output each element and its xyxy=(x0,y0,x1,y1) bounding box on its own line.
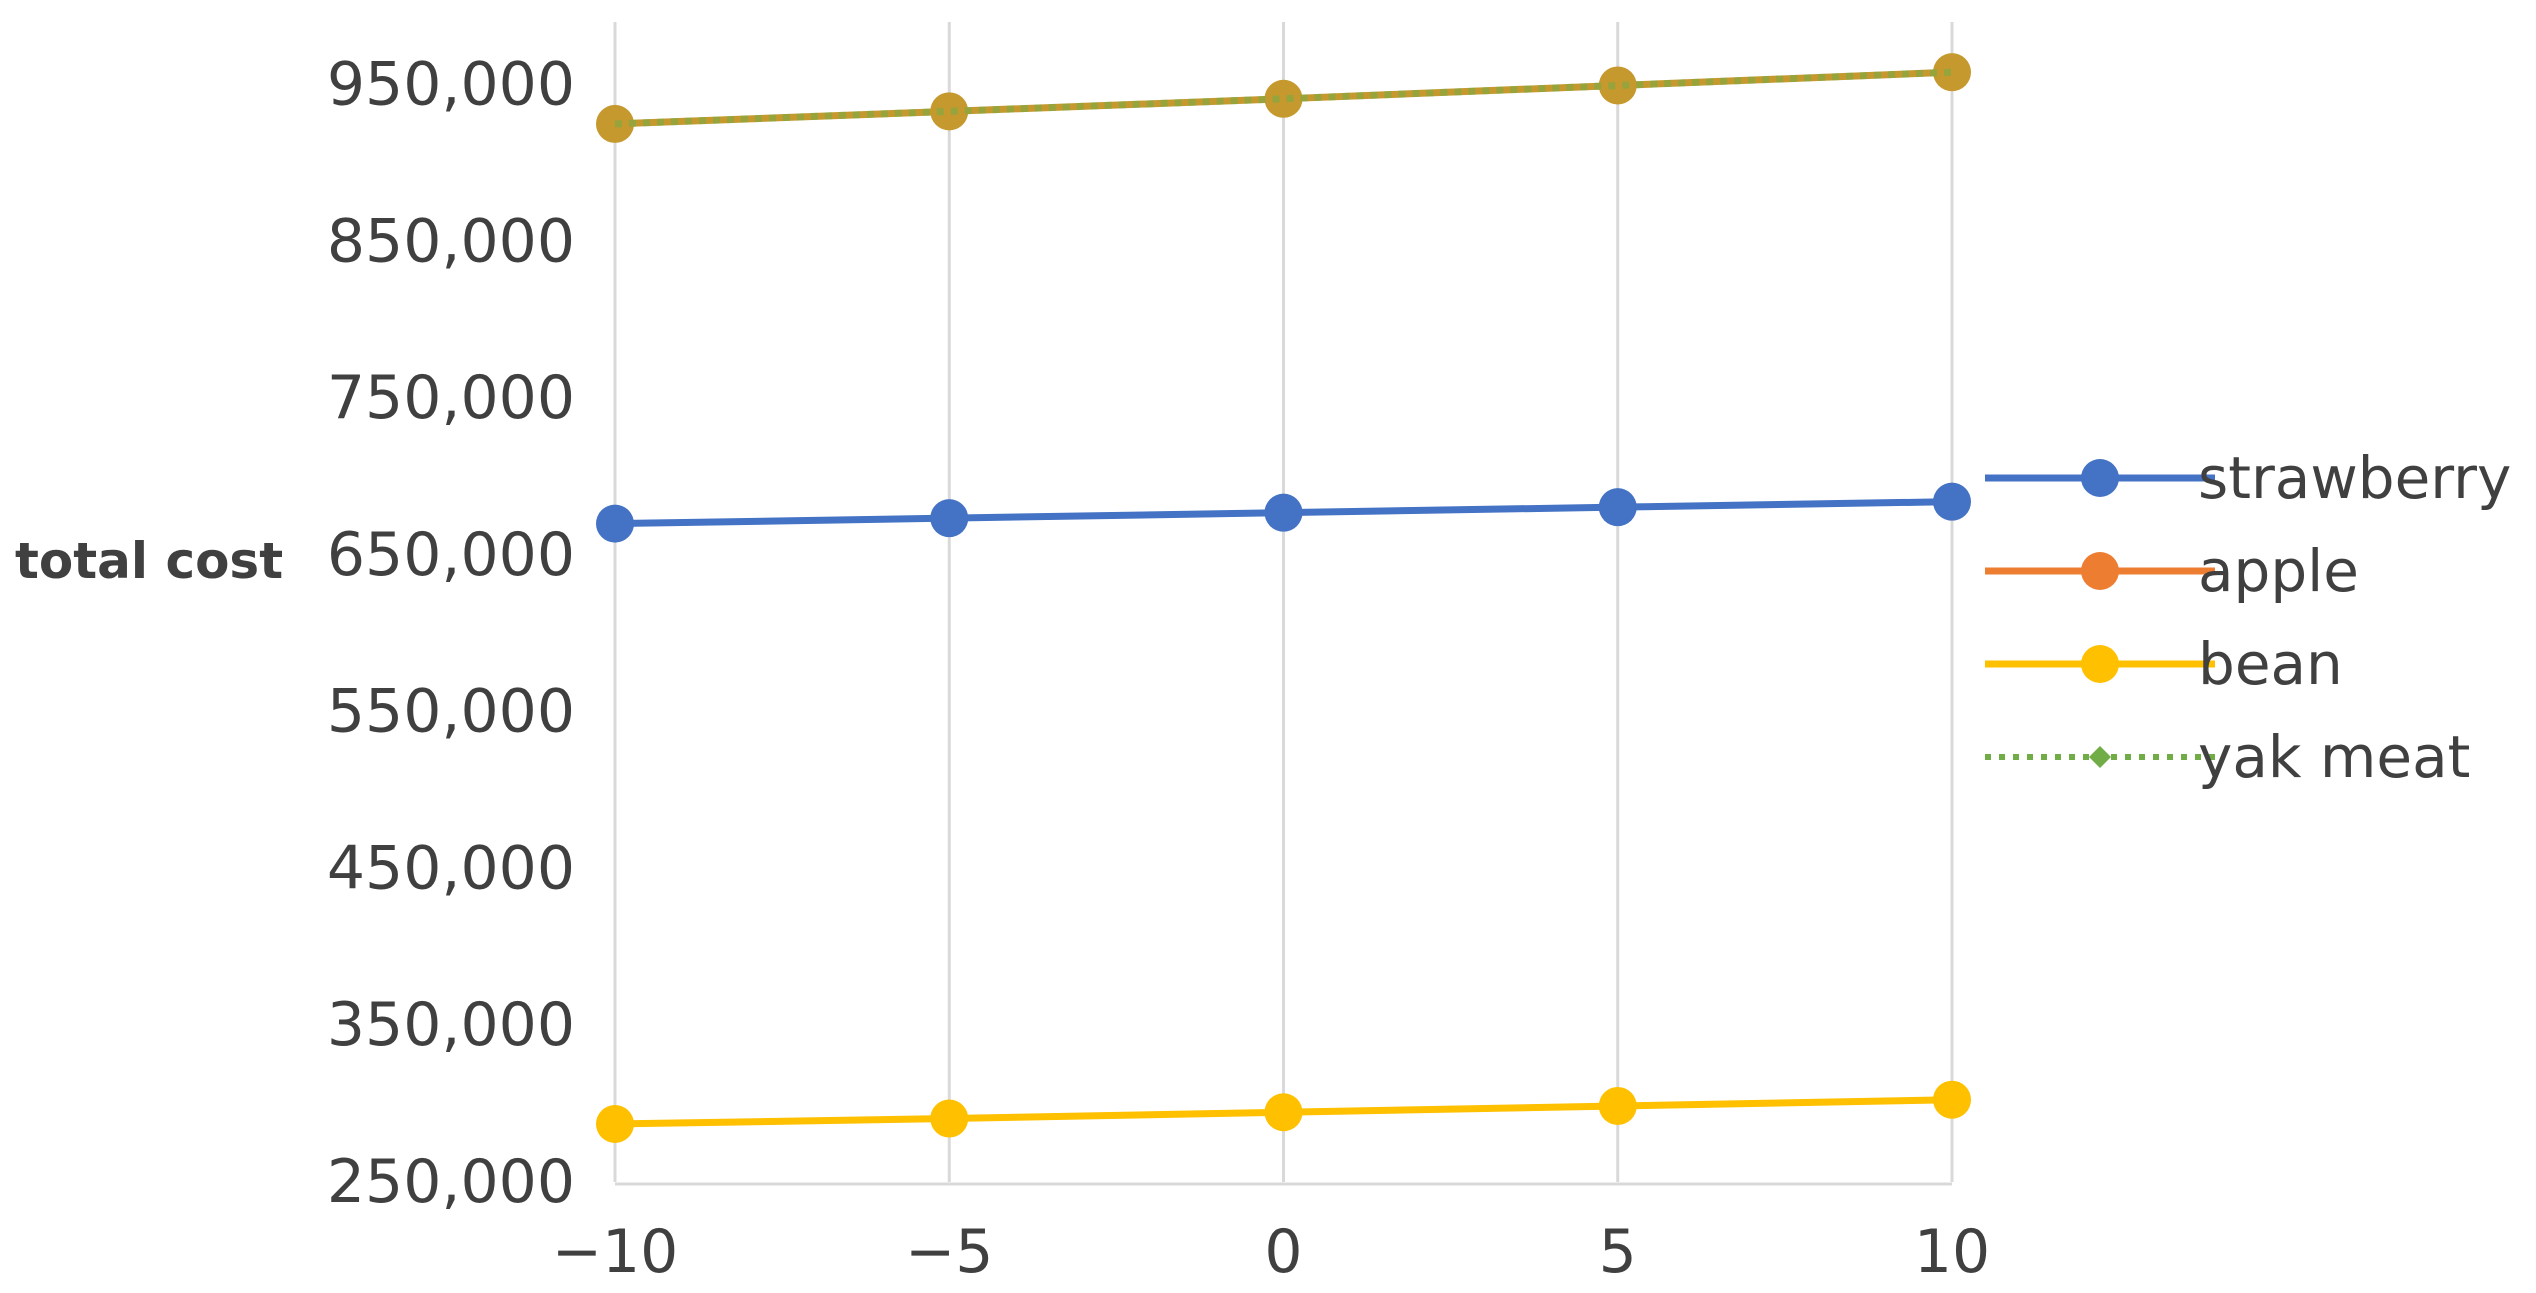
data-point-bean xyxy=(1933,1080,1971,1119)
legend-item-apple: apple xyxy=(1985,537,2359,605)
y-tick-label: 650,000 xyxy=(327,520,575,590)
data-point-bean xyxy=(1264,1093,1303,1132)
y-tick-label: 950,000 xyxy=(327,50,575,120)
series-group xyxy=(596,53,1971,1143)
data-point-apple xyxy=(1598,66,1637,105)
y-tick-label: 550,000 xyxy=(327,677,575,747)
data-point-strawberry xyxy=(1933,482,1971,521)
legend-label-apple: apple xyxy=(2198,537,2359,605)
data-point-strawberry xyxy=(1264,493,1303,532)
y-tick-label: 250,000 xyxy=(327,1147,575,1217)
legend-item-yak-meat: yak meat xyxy=(1985,723,2470,791)
x-tick-label: 5 xyxy=(1599,1217,1637,1287)
data-point-bean xyxy=(930,1099,969,1138)
series-apple xyxy=(596,53,1971,143)
legend-label-strawberry: strawberry xyxy=(2198,444,2511,512)
y-axis-label: total cost xyxy=(15,532,283,590)
legend-marker-yak-meat xyxy=(2089,746,2111,768)
legend-label-bean: bean xyxy=(2198,630,2343,698)
x-axis-ticks: −10 −5 0 5 10 xyxy=(552,1217,1990,1287)
y-tick-label: 350,000 xyxy=(327,990,575,1060)
x-tick-label: 10 xyxy=(1914,1217,1990,1287)
series-bean xyxy=(596,1080,1971,1143)
y-tick-label: 850,000 xyxy=(327,206,575,276)
y-axis-ticks: 250,000 350,000 450,000 550,000 650,000 750,0… xyxy=(327,50,575,1217)
y-tick-label: 450,000 xyxy=(327,833,575,903)
data-point-bean xyxy=(1598,1086,1637,1125)
legend-label-yak-meat: yak meat xyxy=(2198,723,2470,791)
data-point-apple xyxy=(1264,79,1303,118)
legend-marker-apple xyxy=(2081,552,2119,590)
legend-marker-bean xyxy=(2081,645,2119,683)
data-point-bean xyxy=(596,1105,634,1143)
legend: strawberry apple bean yak meat xyxy=(1985,444,2511,791)
legend-item-strawberry: strawberry xyxy=(1985,444,2511,512)
grid-lines xyxy=(613,22,1954,1186)
legend-marker-strawberry xyxy=(2081,459,2119,497)
x-tick-label: −10 xyxy=(552,1217,679,1287)
data-point-apple xyxy=(1933,53,1971,92)
data-point-strawberry xyxy=(930,499,969,538)
series-strawberry xyxy=(596,482,1971,543)
legend-item-bean: bean xyxy=(1985,630,2343,698)
x-tick-label: 0 xyxy=(1264,1217,1302,1287)
data-point-apple xyxy=(930,92,969,131)
x-tick-label: −5 xyxy=(905,1217,993,1287)
y-tick-label: 750,000 xyxy=(327,363,575,433)
data-point-strawberry xyxy=(1598,488,1637,527)
data-point-strawberry xyxy=(596,504,634,543)
